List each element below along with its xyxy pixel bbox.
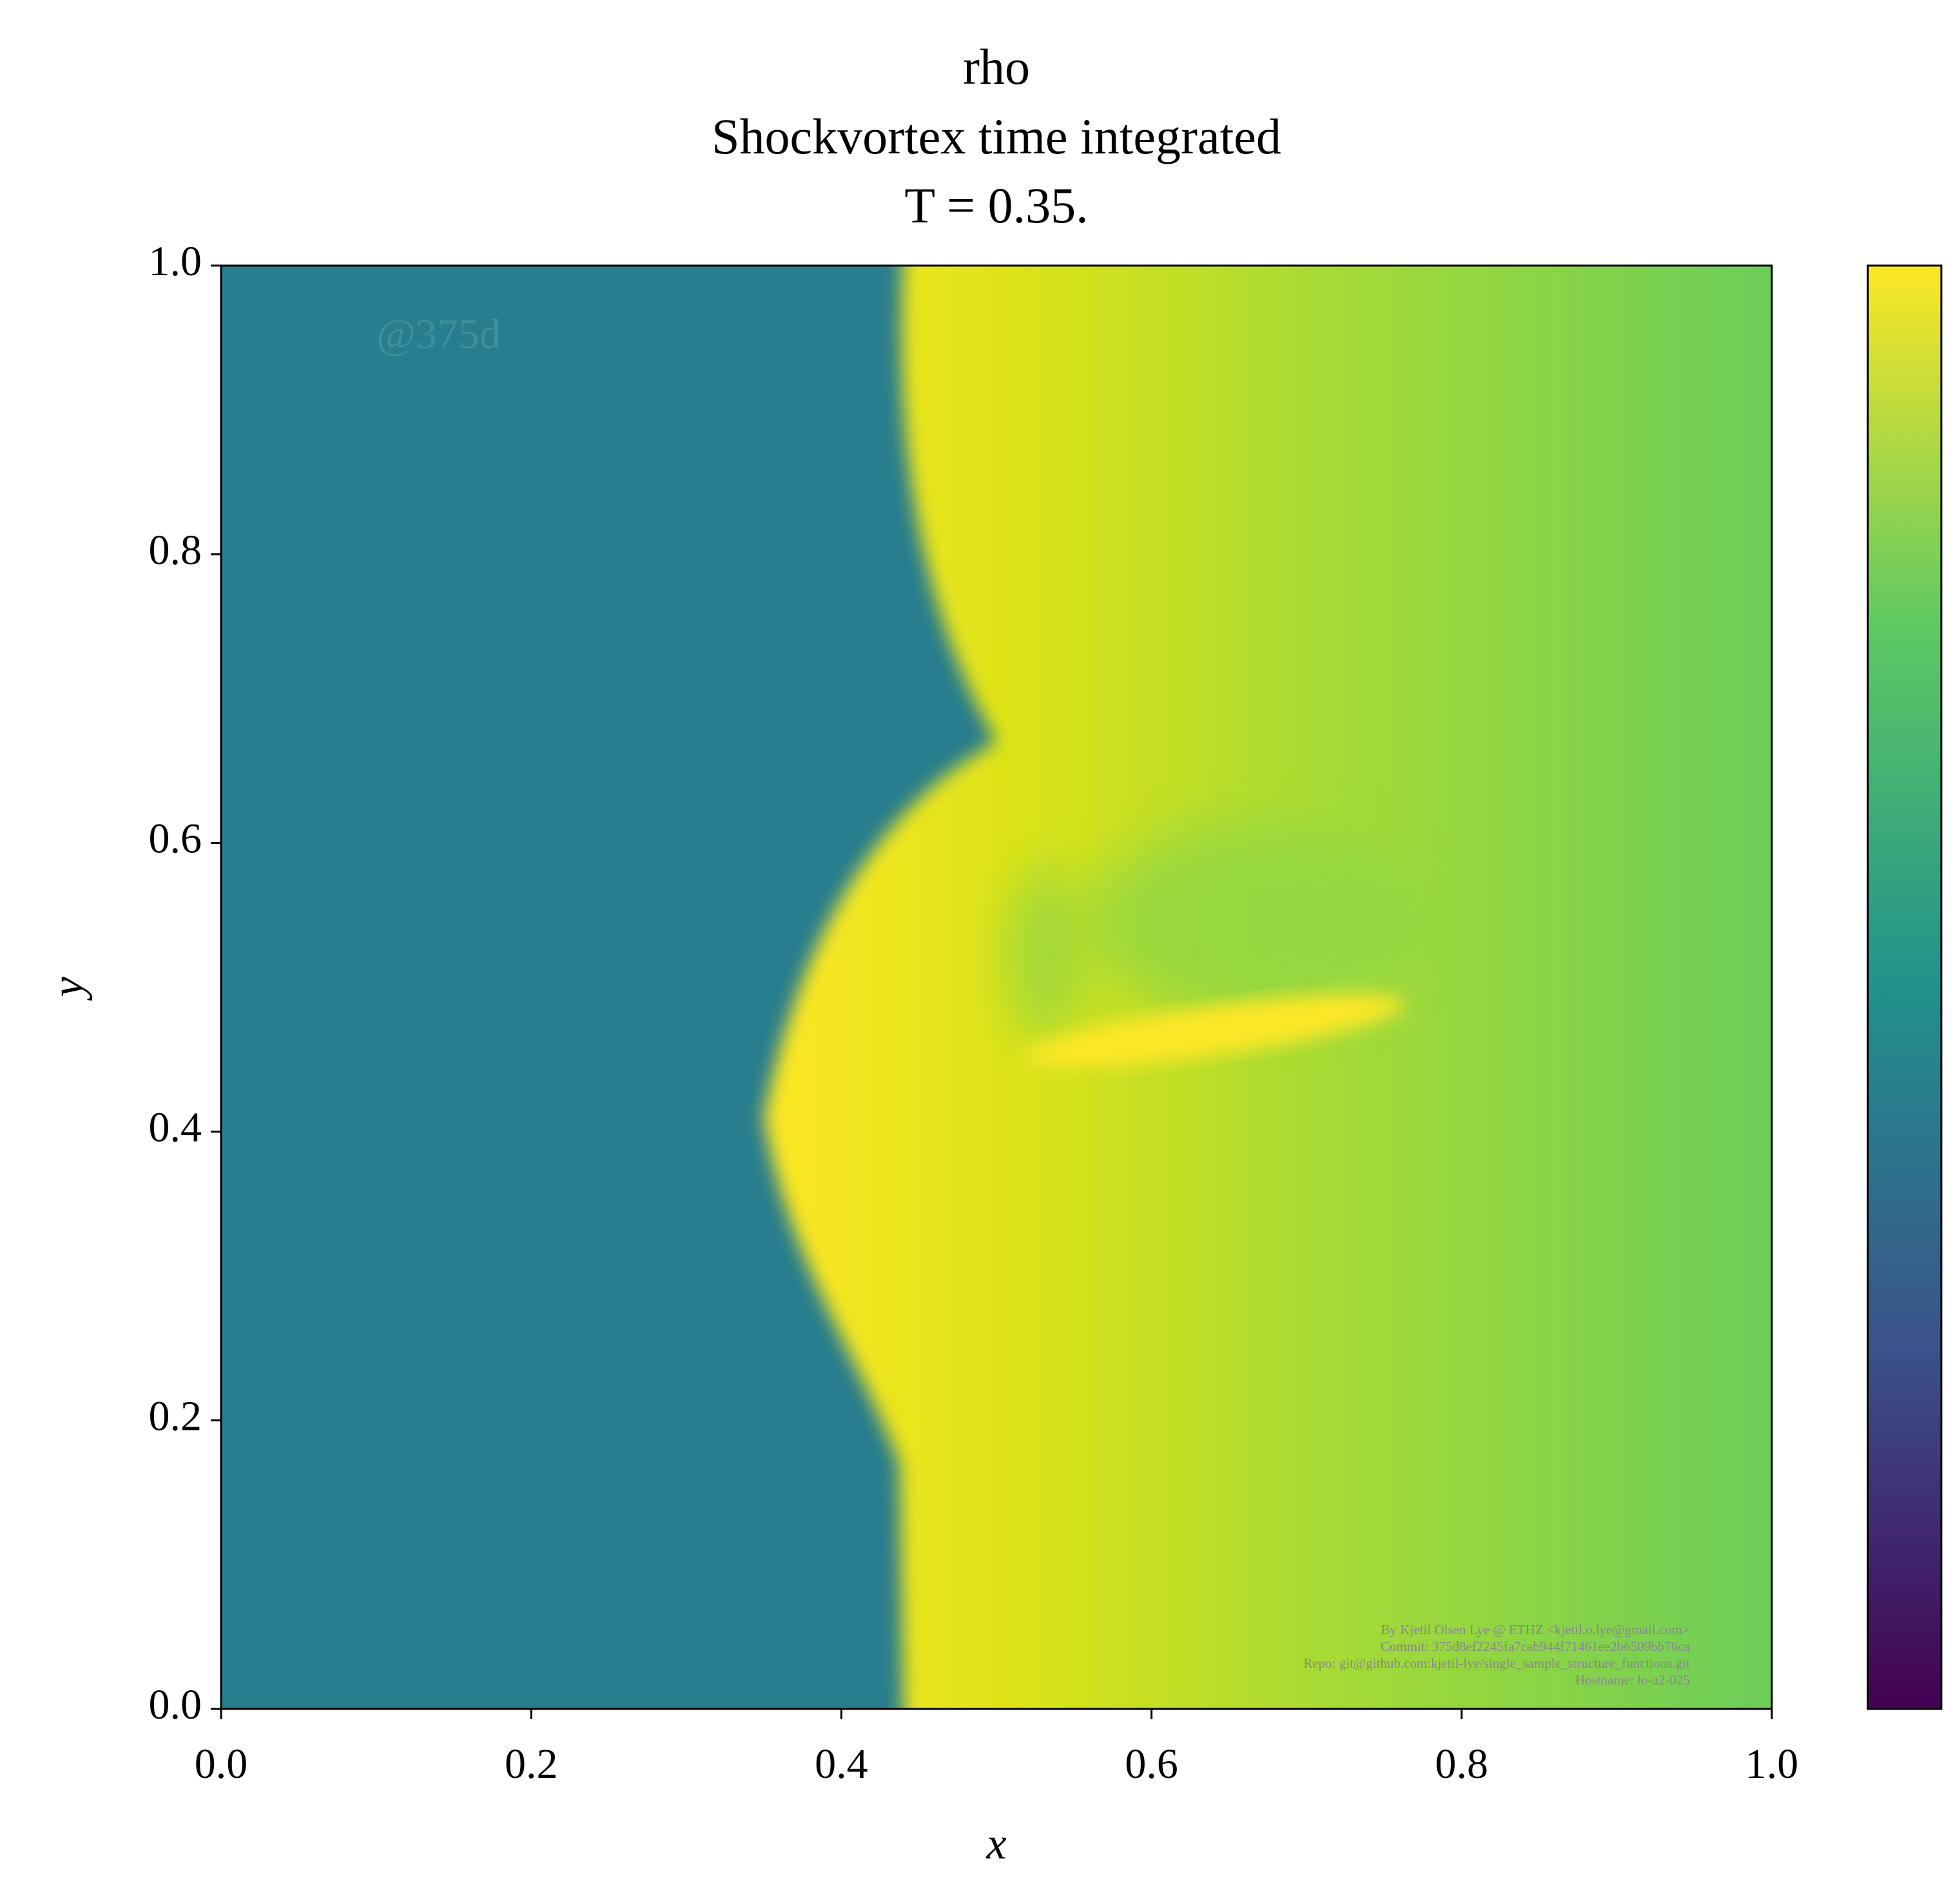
watermark: @375d bbox=[376, 311, 501, 358]
y-tick-label: 0.4 bbox=[149, 1104, 202, 1151]
x-axis-label: x bbox=[985, 1819, 1006, 1869]
x-tick-label: 0.6 bbox=[1125, 1741, 1178, 1788]
colorbar bbox=[1867, 264, 1943, 1710]
footer-line: Commit: 375d8ef2245fa7cab944f71461ee2b65… bbox=[1381, 1639, 1691, 1654]
plot-frame bbox=[220, 264, 1773, 1710]
footer-line: Hostname: lo-a2-025 bbox=[1575, 1672, 1690, 1688]
density-streak bbox=[1022, 994, 1406, 1068]
vortex-core bbox=[1005, 864, 1083, 1044]
footer-line: By Kjetil Olsen Lye @ ETHZ <kjetil.o.lye… bbox=[1381, 1622, 1690, 1637]
y-tick-label: 0.8 bbox=[149, 527, 202, 574]
y-tick-label: 0.2 bbox=[149, 1392, 202, 1439]
time-annotation: T = 0.35. bbox=[904, 177, 1088, 233]
y-tick-label: 0.6 bbox=[149, 815, 202, 863]
x-tick-label: 0.8 bbox=[1435, 1741, 1489, 1788]
chart-title: rho bbox=[963, 39, 1030, 95]
x-tick-label: 0.2 bbox=[505, 1741, 558, 1788]
y-tick-label: 1.0 bbox=[149, 238, 202, 285]
x-tick-label: 1.0 bbox=[1745, 1741, 1799, 1788]
y-axis-label: y bbox=[43, 977, 93, 1001]
x-tick-label: 0.4 bbox=[815, 1741, 868, 1788]
x-tick-label: 0.0 bbox=[195, 1741, 248, 1788]
field-image bbox=[221, 266, 1772, 1709]
vortex-region bbox=[1089, 825, 1424, 1019]
footer-line: Repo: git@github.com:kjetil-lye/single_s… bbox=[1303, 1655, 1690, 1671]
chart-subtitle: Shockvortex time integrated bbox=[712, 108, 1281, 164]
y-tick-label: 0.0 bbox=[149, 1681, 202, 1728]
